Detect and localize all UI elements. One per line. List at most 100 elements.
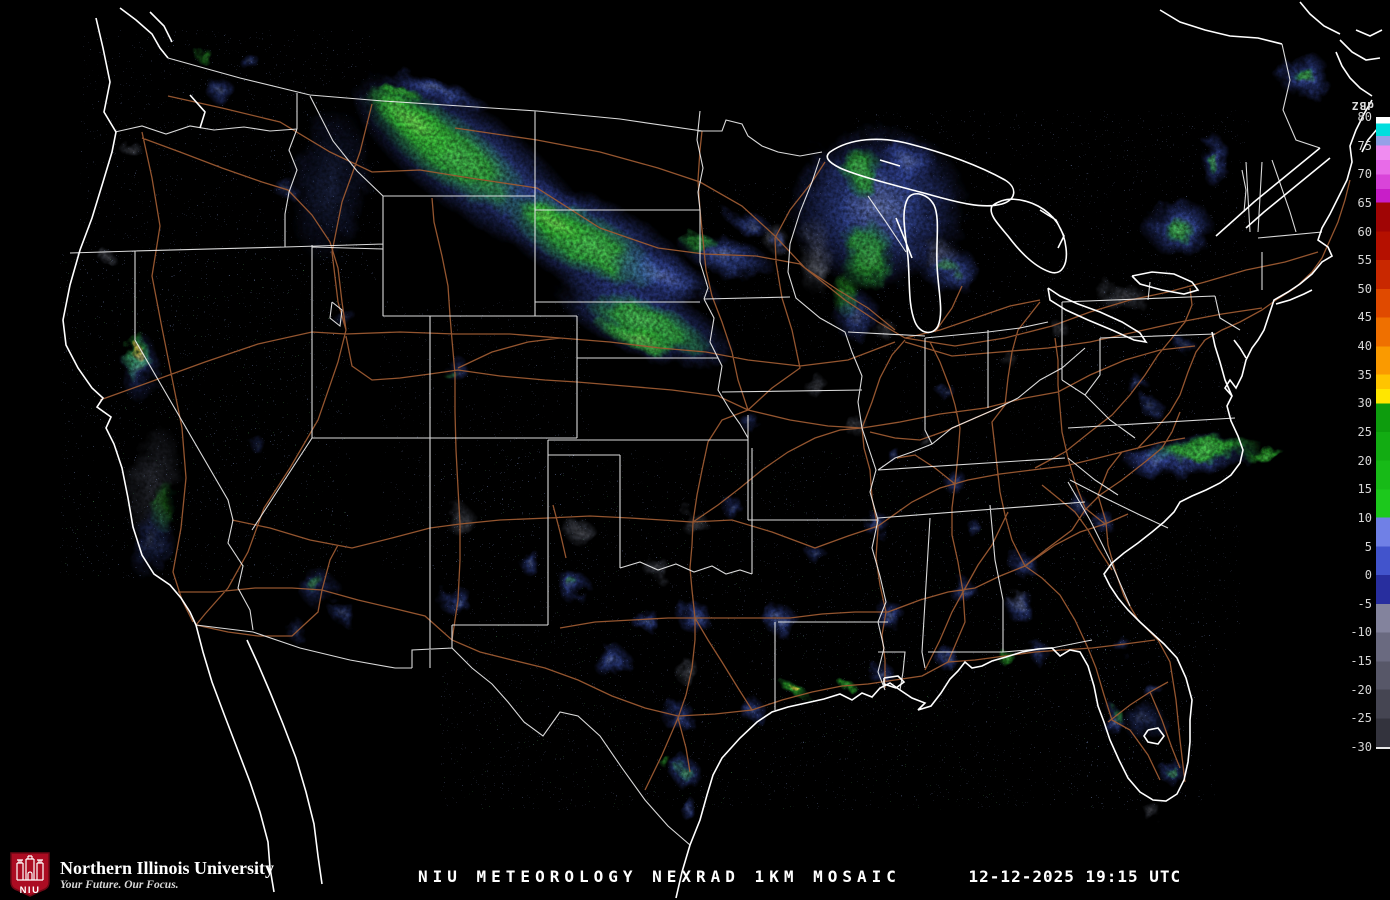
radar-speckle-region xyxy=(60,250,350,580)
colorbar-tick-60: 60 xyxy=(1357,224,1372,239)
radar-echo-band xyxy=(122,335,160,403)
radar-site-echo xyxy=(208,78,236,106)
colorbar-tick-30: 30 xyxy=(1357,396,1372,411)
radar-site-echo xyxy=(565,517,595,547)
radar-site-echo xyxy=(1001,351,1019,369)
radar-site-echo xyxy=(1142,802,1162,822)
radar-echo-band xyxy=(603,245,717,305)
radar-echo-band xyxy=(129,501,173,581)
radar-site-echo xyxy=(803,373,827,397)
radar-echo-band xyxy=(878,137,938,187)
radar-site-echo xyxy=(308,576,328,596)
radar-echo-band xyxy=(790,685,802,693)
radar-site-echo xyxy=(917,432,933,448)
radar-site-echo xyxy=(936,381,954,399)
radar-site-echo xyxy=(329,599,355,625)
colorbar-tick-45: 45 xyxy=(1357,310,1372,325)
radar-site-echo xyxy=(120,138,140,158)
colorbar-tick--20: -20 xyxy=(1350,682,1372,697)
colorbar-tick--15: -15 xyxy=(1350,654,1372,669)
radar-echo-band xyxy=(595,320,681,356)
radar-site-echo xyxy=(644,555,670,581)
radar-site-echo xyxy=(1165,765,1179,779)
radar-echo-band xyxy=(1291,65,1315,83)
radar-site-echo xyxy=(660,756,674,770)
radar-speckle-region xyxy=(1060,380,1240,650)
radar-site-echo xyxy=(1028,641,1052,665)
radar-echo-band xyxy=(580,289,712,357)
radar-echo-band xyxy=(1128,445,1184,479)
colorbar-tick-65: 65 xyxy=(1357,195,1372,210)
radar-site-echo xyxy=(593,643,631,681)
colorbar-tick-80: 80 xyxy=(1357,110,1372,124)
radar-site-echo xyxy=(808,260,832,284)
radar-echo-bands-layer xyxy=(122,54,1333,700)
colorbar-tick-75: 75 xyxy=(1357,138,1372,153)
radar-site-echo xyxy=(678,765,694,781)
highway-network xyxy=(99,95,1351,791)
radar-site-echo xyxy=(517,549,543,575)
radar-echo-band xyxy=(840,221,896,291)
radar-site-echo xyxy=(196,48,214,66)
radar-site-echo xyxy=(238,50,258,70)
radar-speckle-layer xyxy=(60,30,1250,810)
radar-site-echo xyxy=(1142,680,1162,700)
colorbar-tick-0: 0 xyxy=(1364,568,1372,583)
radar-site-echo xyxy=(438,583,472,617)
castle-icon xyxy=(16,855,44,881)
shield-shape xyxy=(10,852,50,897)
radar-echo-band xyxy=(1206,150,1218,174)
radar-site-echo xyxy=(867,659,893,685)
radar-echo-band xyxy=(798,214,834,298)
coastline-paths xyxy=(62,1,1390,899)
dbz-color-scale: dBZ 80 75 70 65 60 55 50 45 40 35 30 25 20 15 10 5 0 -5 -1… xyxy=(1320,0,1390,900)
radar-echo-band xyxy=(288,107,372,263)
colorbar-tick-5: 5 xyxy=(1364,539,1372,554)
niu-brand-text: Northern Illinois University Your Future… xyxy=(60,858,274,892)
colorbar-tick-15: 15 xyxy=(1357,482,1372,497)
colorbar-tick--30: -30 xyxy=(1350,740,1372,754)
mosaic-timestamp: 12-12-2025 19:15 UTC xyxy=(968,867,1182,886)
radar-site-echo xyxy=(1093,511,1117,535)
radar-site-echo xyxy=(100,250,116,266)
colorbar-tick--5: -5 xyxy=(1357,596,1372,611)
radar-echo-band xyxy=(1096,283,1148,311)
radar-site-echo xyxy=(674,658,702,686)
radar-site-echo xyxy=(286,620,310,644)
great-lakes-outlines xyxy=(826,138,1200,745)
university-name: Northern Illinois University xyxy=(60,857,274,878)
radar-echo-band xyxy=(1162,217,1194,243)
interstate-roads xyxy=(99,95,1351,791)
radar-site-echo xyxy=(567,577,579,589)
niu-branding: NIU Northern Illinois University Your Fu… xyxy=(9,851,274,898)
colorbar-tick-20: 20 xyxy=(1357,453,1372,468)
colorbar-tick-55: 55 xyxy=(1357,253,1372,268)
radar-echo-band xyxy=(723,207,773,237)
radar-site-echo xyxy=(1006,588,1030,612)
radar-echo-band xyxy=(376,83,424,101)
colorbar-tick--25: -25 xyxy=(1350,711,1372,726)
colorbar-tick-70: 70 xyxy=(1357,167,1372,182)
coastline xyxy=(62,1,1390,899)
radar-echo-band xyxy=(518,201,594,247)
niu-shield-logo: NIU xyxy=(10,852,50,897)
radar-site-echo xyxy=(763,603,797,637)
mosaic-caption: NIU METEOROLOGY NEXRAD 1KM MOSAIC 12-12-… xyxy=(418,867,1181,886)
radar-site-echo xyxy=(721,496,745,520)
mosaic-title: NIU METEOROLOGY NEXRAD 1KM MOSAIC xyxy=(418,867,901,886)
radar-echo-band xyxy=(382,69,490,111)
colorbar-tick-40: 40 xyxy=(1357,339,1372,354)
radar-site-echo xyxy=(1140,396,1164,420)
radar-site-echo xyxy=(1175,335,1195,355)
radar-site-echo xyxy=(631,606,659,634)
dbz-colorbar xyxy=(1376,117,1390,749)
radar-site-echo xyxy=(873,318,897,342)
radar-echo-band xyxy=(834,288,878,344)
radar-site-echo xyxy=(1111,709,1125,723)
radar-site-echo xyxy=(246,433,264,451)
radar-echo-band xyxy=(1240,445,1284,461)
radar-site-echo xyxy=(1123,700,1167,744)
colorbar-tick-10: 10 xyxy=(1357,510,1372,525)
